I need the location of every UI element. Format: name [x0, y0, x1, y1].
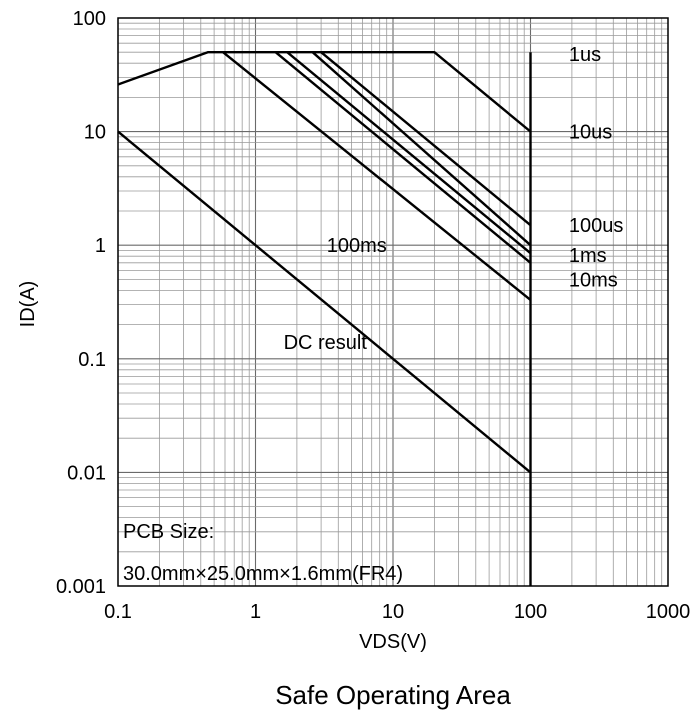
- x-tick-label: 100: [514, 601, 547, 623]
- y-tick-label: 0.1: [78, 349, 106, 371]
- grid: [117, 18, 668, 587]
- series-label-100us: 100us: [569, 215, 624, 237]
- x-axis-title: VDS(V): [359, 631, 427, 653]
- series-line-1ms: [286, 51, 532, 255]
- series-line-100ms: [222, 51, 532, 301]
- tick-labels: 0.1 1 10 100 1000 0.001 0.01 0.1 1 10 100: [56, 8, 690, 623]
- chart-title: Safe Operating Area: [275, 680, 511, 710]
- y-tick-label: 0.01: [67, 462, 106, 484]
- x-tick-label: 10: [382, 601, 404, 623]
- series-label-dc-result: DC result: [284, 332, 368, 354]
- y-tick-label: 100: [73, 8, 106, 30]
- series-label-1ms: 1ms: [569, 245, 607, 267]
- series-lines: [117, 51, 532, 586]
- series-line-10ms: [274, 51, 532, 264]
- y-tick-label: 10: [84, 122, 106, 144]
- x-tick-label: 0.1: [104, 601, 132, 623]
- series-label-100ms: 100ms: [327, 235, 387, 257]
- pcb-size-note-line-2: 30.0mm×25.0mm×1.6mm(FR4): [123, 563, 403, 585]
- x-tick-label: 1: [250, 601, 261, 623]
- pcb-size-note-line-1: PCB Size:: [123, 521, 214, 543]
- series-label-10ms: 10ms: [569, 269, 618, 291]
- y-tick-label: 1: [95, 235, 106, 257]
- x-tick-label: 1000: [646, 601, 691, 623]
- series-label-1us: 1us: [569, 44, 601, 66]
- series-line-100us: [311, 51, 532, 247]
- y-tick-label: 0.001: [56, 576, 106, 598]
- plot-frame: [117, 17, 669, 587]
- series-line-10us: [320, 51, 532, 227]
- series-line-dc-result: [117, 130, 532, 474]
- y-axis-title: ID(A): [17, 281, 39, 328]
- series-label-10us: 10us: [569, 122, 612, 144]
